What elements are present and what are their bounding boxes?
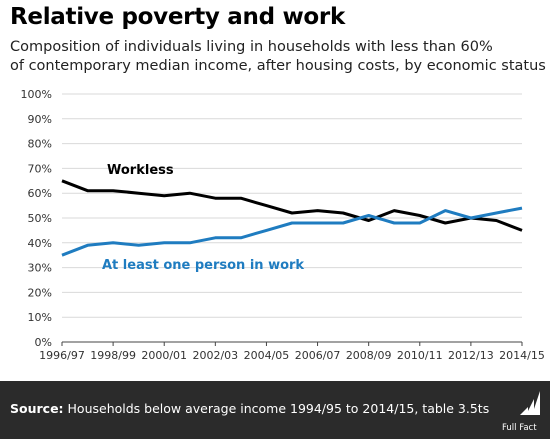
x-tick-label: 2000/01 [141, 349, 187, 362]
x-axis-ticks: 1996/97 1998/99 2000/01 2002/03 2004/05 2006/… [39, 342, 545, 362]
x-tick-label: 2008/09 [346, 349, 392, 362]
x-tick-label: 2004/05 [244, 349, 290, 362]
logo-steps-icon [520, 391, 540, 415]
y-tick-label: 50% [28, 212, 52, 225]
y-tick-label: 90% [28, 113, 52, 126]
logo-text: Full Fact [502, 423, 537, 433]
x-tick-label: 2010/11 [397, 349, 443, 362]
chart-subtitle: Composition of individuals living in hou… [10, 38, 546, 76]
line-chart: 0% 10% 20% 30% 40% 50% 60% 70% 80% 90% 100% 1996/9… [21, 88, 545, 362]
y-tick-label: 80% [28, 138, 52, 151]
y-tick-label: 60% [28, 187, 52, 200]
y-tick-label: 10% [28, 311, 52, 324]
series-line-1 [61, 206, 523, 257]
y-tick-label: 20% [28, 286, 52, 299]
x-tick-label: 2014/15 [499, 349, 545, 362]
subtitle-line-1: Composition of individuals living in hou… [10, 39, 493, 55]
series-label-in-work: At least one person in work [102, 258, 304, 273]
x-tick-label: 2006/07 [295, 349, 341, 362]
subtitle-line-2: of contemporary median income, after hou… [10, 58, 546, 74]
source-label: Source: [10, 401, 64, 416]
y-tick-label: 100% [21, 88, 52, 101]
x-tick-label: 2002/03 [192, 349, 238, 362]
y-tick-label: 40% [28, 237, 52, 250]
footer-bar: Source: Households below average income … [0, 381, 550, 439]
y-tick-label: 0% [35, 336, 52, 349]
series-labels: Workless At least one person in work [102, 163, 304, 273]
source-text: Households below average income 1994/95 … [63, 401, 490, 416]
chart-title: Relative poverty and work [10, 4, 345, 30]
gridlines [62, 93, 522, 343]
series-lines [61, 179, 523, 257]
x-tick-label: 1996/97 [39, 349, 85, 362]
y-axis-ticks: 0% 10% 20% 30% 40% 50% 60% 70% 80% 90% 100% [21, 88, 52, 349]
x-tick-label: 1998/99 [90, 349, 136, 362]
full-fact-logo: Full Fact [498, 389, 542, 433]
source-note: Source: Households below average income … [10, 401, 489, 416]
series-line-0 [61, 179, 523, 232]
series-label-workless: Workless [107, 163, 174, 178]
x-tick-label: 2012/13 [448, 349, 494, 362]
y-tick-label: 30% [28, 262, 52, 275]
y-tick-label: 70% [28, 162, 52, 175]
